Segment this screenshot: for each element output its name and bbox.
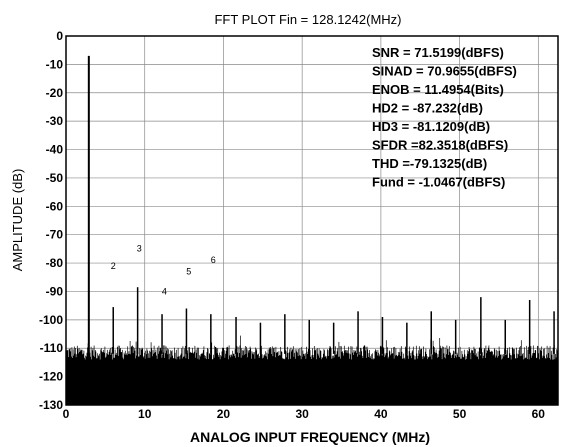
- annotation-4: HD3 = -81.1209(dB): [372, 119, 490, 134]
- plot-frame: [65, 35, 559, 406]
- x-tick-label-3: 30: [295, 407, 309, 421]
- y-tick-label-10: -100: [39, 313, 63, 327]
- x-axis-label: ANALOG INPUT FREQUENCY (MHz): [190, 429, 430, 445]
- annotation-1: SINAD = 70.9655(dBFS): [372, 64, 517, 79]
- spectrum-series: [87, 55, 555, 354]
- harmonic-markers: 2 3 4 5 6: [111, 244, 216, 297]
- x-tick-label-5: 50: [453, 407, 467, 421]
- y-tick-label-0: 0: [56, 29, 63, 43]
- y-tick-label-3: -30: [46, 114, 64, 128]
- noise-floor: [66, 335, 559, 405]
- y-tick-label-7: -70: [46, 228, 64, 242]
- stats-annotations: SNR = 71.5199(dBFS) SINAD = 70.9655(dBFS)…: [372, 45, 517, 190]
- y-tick-label-12: -120: [39, 370, 63, 384]
- y-tick-label-8: -80: [46, 256, 64, 270]
- y-axis-ticks: 0 -10 -20 -30 -40 -50 -60 -70 -80 -90 -100 -110 -120…: [39, 29, 63, 412]
- x-axis-ticks: 0 10 20 30 40 50 60: [63, 407, 546, 421]
- x-tick-label-6: 60: [532, 407, 546, 421]
- y-axis-label: AMPLITUDE (dB): [10, 169, 25, 272]
- y-tick-label-1: -10: [46, 57, 64, 71]
- harmonic-marker-2: 2: [111, 261, 116, 271]
- annotation-2: ENOB = 11.4954(Bits): [372, 82, 504, 97]
- x-tick-label-4: 40: [374, 407, 388, 421]
- y-tick-label-13: -130: [39, 398, 63, 412]
- annotation-5: SFDR =82.3518(dBFS): [372, 138, 508, 153]
- noise-floor-path: [66, 335, 559, 405]
- x-tick-label-0: 0: [63, 407, 70, 421]
- harmonic-marker-6: 6: [211, 255, 216, 265]
- x-tick-label-2: 20: [217, 407, 231, 421]
- y-tick-label-2: -20: [46, 86, 64, 100]
- annotation-6: THD =-79.1325(dB): [372, 156, 487, 171]
- y-tick-label-6: -60: [46, 199, 64, 213]
- y-tick-label-4: -40: [46, 143, 64, 157]
- harmonic-marker-4: 4: [162, 286, 167, 296]
- y-tick-label-9: -90: [46, 284, 64, 298]
- annotation-3: HD2 = -87.232(dB): [372, 101, 483, 116]
- harmonic-marker-3: 3: [137, 244, 142, 254]
- x-tick-label-1: 10: [138, 407, 152, 421]
- chart-title: FFT PLOT Fin = 128.1242(MHz): [214, 12, 401, 27]
- y-tick-label-11: -110: [40, 341, 64, 355]
- annotation-0: SNR = 71.5199(dBFS): [372, 45, 504, 60]
- annotation-7: Fund = -1.0467(dBFS): [372, 175, 505, 190]
- harmonic-marker-5: 5: [186, 266, 191, 276]
- y-tick-label-5: -50: [46, 171, 64, 185]
